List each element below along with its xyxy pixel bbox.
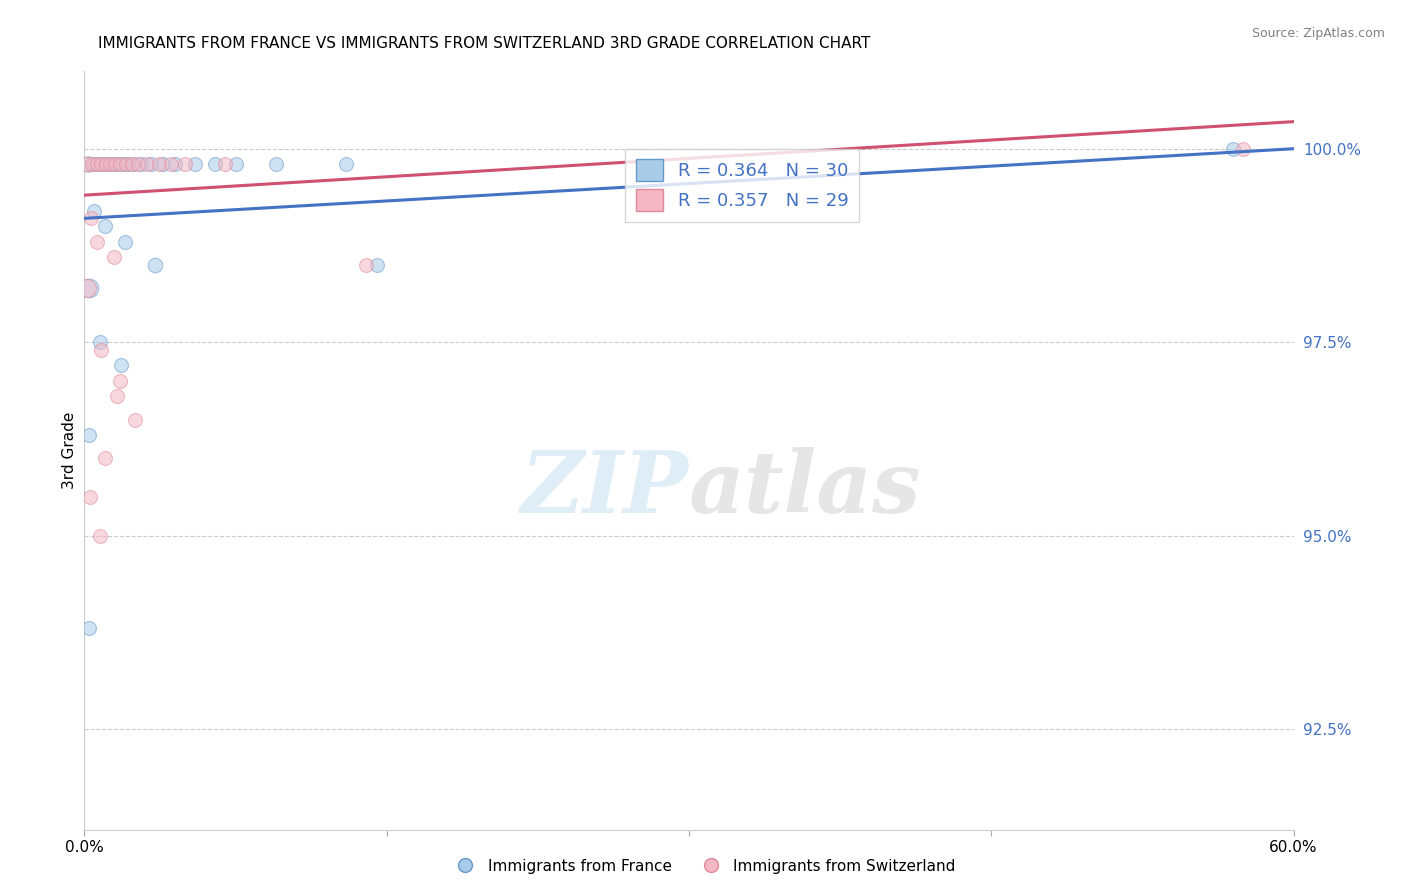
Point bbox=[160, 157, 183, 171]
Point bbox=[105, 389, 128, 403]
Point bbox=[174, 157, 197, 171]
Point bbox=[1222, 142, 1244, 156]
Point bbox=[82, 157, 104, 171]
Point bbox=[80, 211, 103, 226]
Point bbox=[76, 281, 98, 295]
Point bbox=[114, 235, 136, 249]
Point bbox=[104, 157, 127, 171]
Text: Source: ZipAtlas.com: Source: ZipAtlas.com bbox=[1251, 27, 1385, 40]
Point bbox=[87, 157, 110, 171]
Point bbox=[77, 157, 100, 171]
Point bbox=[127, 157, 149, 171]
Point bbox=[121, 157, 143, 171]
Point bbox=[129, 157, 152, 171]
Point bbox=[124, 412, 146, 426]
Point bbox=[121, 157, 143, 171]
Point bbox=[103, 250, 125, 264]
Text: atlas: atlas bbox=[689, 447, 921, 530]
Point bbox=[114, 157, 136, 171]
Point bbox=[214, 157, 236, 171]
Point bbox=[108, 157, 131, 171]
Point bbox=[79, 281, 101, 295]
Point bbox=[135, 157, 157, 171]
Point bbox=[264, 157, 287, 171]
Point bbox=[98, 157, 121, 171]
Point bbox=[89, 528, 111, 542]
Point bbox=[108, 374, 131, 388]
Point bbox=[356, 258, 378, 272]
Text: ZIP: ZIP bbox=[522, 447, 689, 530]
Point bbox=[225, 157, 247, 171]
Point bbox=[94, 157, 117, 171]
Point bbox=[115, 157, 138, 171]
Point bbox=[91, 157, 114, 171]
Point bbox=[100, 157, 122, 171]
Point bbox=[148, 157, 170, 171]
Legend: Immigrants from France, Immigrants from Switzerland: Immigrants from France, Immigrants from … bbox=[444, 853, 962, 880]
Point bbox=[86, 235, 108, 249]
Point bbox=[93, 451, 115, 466]
Point bbox=[86, 157, 108, 171]
Point bbox=[366, 258, 388, 272]
Point bbox=[93, 219, 115, 233]
Point bbox=[89, 335, 111, 350]
Point bbox=[90, 157, 112, 171]
Legend: R = 0.364   N = 30, R = 0.357   N = 29: R = 0.364 N = 30, R = 0.357 N = 29 bbox=[626, 149, 859, 221]
Point bbox=[1232, 142, 1254, 156]
Point bbox=[79, 490, 101, 504]
Point bbox=[79, 428, 101, 442]
Point bbox=[110, 359, 132, 373]
Point bbox=[79, 621, 101, 635]
Point bbox=[335, 157, 357, 171]
Point bbox=[111, 157, 134, 171]
Point bbox=[96, 157, 118, 171]
Point bbox=[76, 157, 98, 171]
Point bbox=[139, 157, 162, 171]
Point bbox=[83, 203, 105, 218]
Point bbox=[152, 157, 174, 171]
Text: IMMIGRANTS FROM FRANCE VS IMMIGRANTS FROM SWITZERLAND 3RD GRADE CORRELATION CHAR: IMMIGRANTS FROM FRANCE VS IMMIGRANTS FRO… bbox=[98, 36, 870, 51]
Point bbox=[165, 157, 187, 171]
Point bbox=[90, 343, 112, 357]
Point bbox=[83, 157, 105, 171]
Point bbox=[143, 258, 166, 272]
Y-axis label: 3rd Grade: 3rd Grade bbox=[62, 412, 77, 489]
Point bbox=[184, 157, 207, 171]
Point bbox=[105, 157, 128, 171]
Point bbox=[204, 157, 226, 171]
